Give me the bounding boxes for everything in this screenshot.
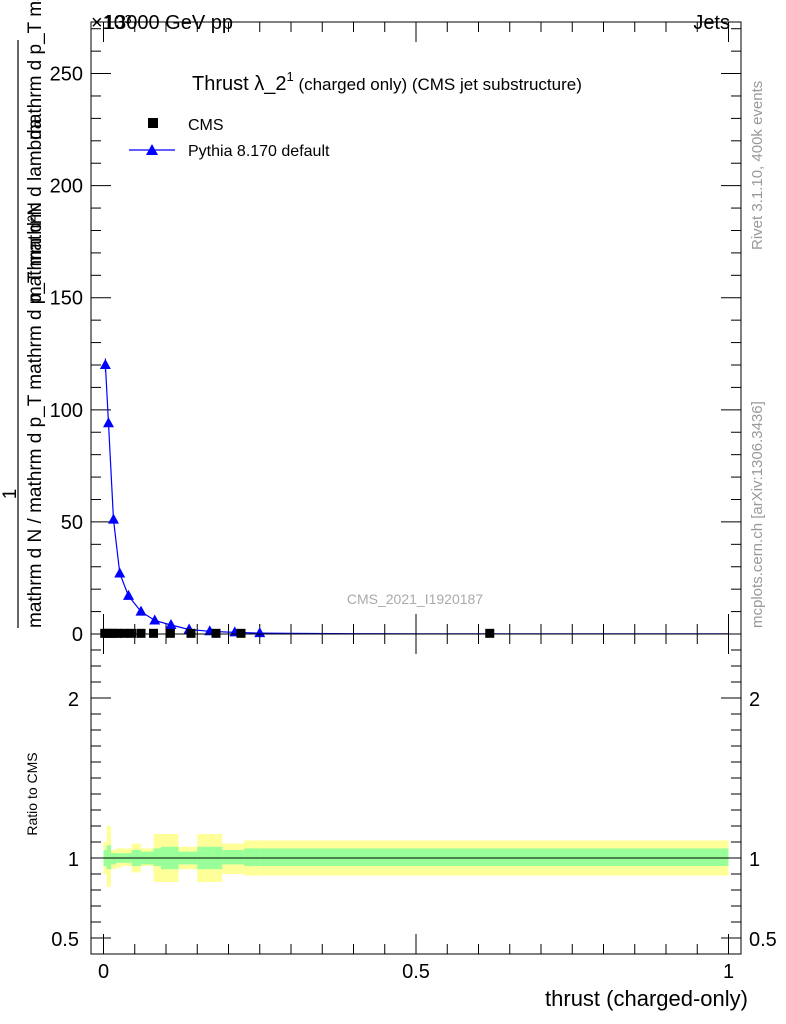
ratio-bands xyxy=(103,826,729,887)
cms-point xyxy=(136,628,146,638)
y-label-denominator: mathrm d N / mathrm d p_T mathrm d p_T m… xyxy=(25,118,46,628)
mcplots-label: mcplots.cern.ch [arXiv:1306.3436] xyxy=(749,401,766,628)
ratio-y-axis: 0.5 0.5 1 1 2 2 xyxy=(51,649,777,951)
ratio-band-inner xyxy=(244,848,260,866)
ratio-y-tick-label: 0.5 xyxy=(51,929,79,951)
main-title: Thrust λ_21 (charged only) (CMS jet subs… xyxy=(192,69,582,95)
cms-point xyxy=(485,628,495,638)
pythia-point xyxy=(254,627,266,638)
ratio-y-label: Ratio to CMS xyxy=(24,752,40,835)
pythia-point xyxy=(135,605,147,616)
legend-pythia-label: Pythia 8.170 default xyxy=(188,143,330,160)
cms-point xyxy=(119,628,129,638)
cms-point xyxy=(127,628,137,638)
legend-cms-marker xyxy=(148,118,158,128)
x-tick-label: 0 xyxy=(98,961,109,983)
pythia-point xyxy=(103,417,114,428)
cms-point xyxy=(211,628,221,638)
energy-label: 13000 GeV pp xyxy=(104,12,233,34)
ratio-plot-frame xyxy=(90,633,742,955)
cms-point xyxy=(186,628,196,638)
x-tick-label: 1 xyxy=(723,961,734,983)
process-label: Jets xyxy=(693,12,730,34)
pythia-point xyxy=(165,619,177,630)
x-axis-label: thrust (charged-only) xyxy=(545,986,748,1011)
cms-point xyxy=(165,628,175,638)
cms-point xyxy=(149,628,158,638)
exponent-label: ×10³ xyxy=(91,12,132,34)
pythia-point xyxy=(99,358,111,369)
ratio-band-inner xyxy=(222,850,245,865)
y-tick-label: 200 xyxy=(50,176,83,198)
y-label-one: 1 xyxy=(0,489,21,500)
cms-point xyxy=(113,628,123,638)
legend-pythia-marker xyxy=(146,144,158,155)
main-plot-frame xyxy=(90,21,742,635)
y-axis-label: mathrm d²N mathrm d p_T mathrm d p_T mat… xyxy=(0,0,46,628)
main-title-sup: 1 xyxy=(286,69,293,84)
main-x-axis xyxy=(103,22,729,634)
pythia-point xyxy=(123,589,134,600)
pythia-point xyxy=(108,513,119,524)
main-title-prefix: Thrust λ_2 xyxy=(192,73,286,95)
ratio-x-axis: 0 0.5 1 xyxy=(98,634,734,983)
y-tick-label: 150 xyxy=(50,288,83,310)
y-label-top-numerator: mathrm d²N xyxy=(25,202,46,302)
y-tick-label: 50 xyxy=(61,512,83,534)
y-tick-label: 100 xyxy=(50,400,83,422)
rivet-label: Rivet 3.1.10, 400k events xyxy=(749,81,766,250)
main-title-suffix: (charged only) (CMS jet substructure) xyxy=(294,75,582,94)
y-label-top-denominator: mathrm d p_T mathrm d p_T mathrm d lambd… xyxy=(25,0,46,140)
ratio-y-tick-label-right: 1 xyxy=(749,849,760,871)
y-tick-label: 250 xyxy=(50,64,83,86)
ratio-y-tick-label-right: 0.5 xyxy=(749,929,777,951)
ratio-y-tick-label: 2 xyxy=(68,689,79,711)
y-tick-label: 0 xyxy=(72,624,83,646)
cms-point xyxy=(236,628,246,638)
ratio-band-inner xyxy=(153,848,161,866)
pythia-point xyxy=(114,567,126,578)
ratio-band-inner xyxy=(111,853,116,865)
ratio-y-tick-label-right: 2 xyxy=(749,689,760,711)
main-y-axis: 0 50 100 150 200 250 xyxy=(50,28,741,646)
main-data-layer xyxy=(99,358,729,638)
x-tick-label: 0.5 xyxy=(402,961,430,983)
ratio-band-inner xyxy=(259,848,729,866)
ratio-band-inner xyxy=(106,845,111,870)
ratio-y-tick-label: 1 xyxy=(68,849,79,871)
cms-point xyxy=(108,628,118,638)
legend: CMS Pythia 8.170 default xyxy=(129,117,330,160)
pythia-point xyxy=(149,614,161,625)
legend-cms-label: CMS xyxy=(188,117,224,134)
analysis-watermark: CMS_2021_I1920187 xyxy=(347,591,483,607)
